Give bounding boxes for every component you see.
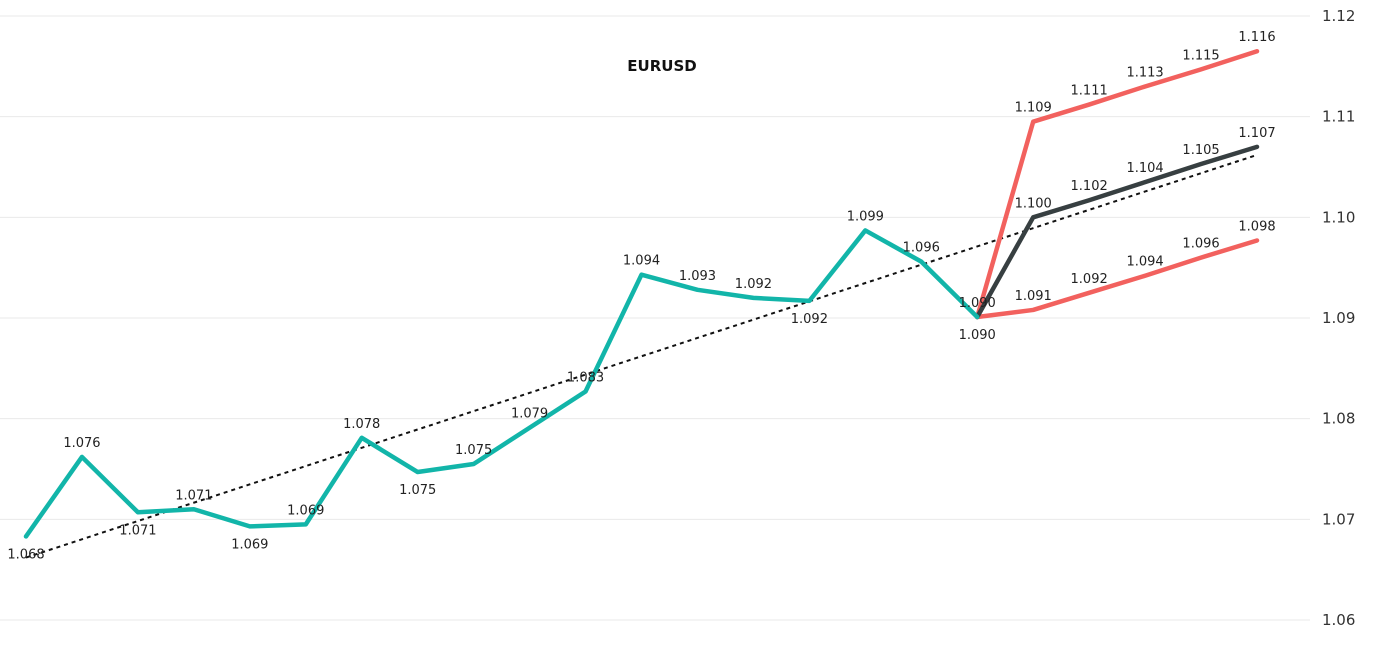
- data-label-actual: 1.079: [511, 407, 548, 422]
- data-label-forecast: 1.102: [1071, 179, 1108, 194]
- chart-title: EURUSD: [627, 57, 696, 75]
- data-label-actual: 1.099: [847, 209, 884, 224]
- data-label-lower: 1.094: [1126, 255, 1163, 270]
- data-label-upper: 1.109: [1015, 101, 1052, 116]
- y-tick-label: 1.11: [1322, 108, 1355, 126]
- data-label-actual: 1.090: [959, 328, 996, 343]
- data-label-actual: 1.069: [287, 503, 324, 518]
- data-label-forecast: 1.105: [1182, 143, 1219, 158]
- data-label-forecast: 1.107: [1238, 126, 1275, 141]
- data-label-actual: 1.092: [735, 277, 772, 292]
- y-axis-ticks: 1.06 1.07 1.08 1.09 1.10 1.11 1.12: [1322, 7, 1355, 629]
- data-label-actual: 1.069: [231, 537, 268, 552]
- series-lines: [23, 48, 1260, 539]
- data-label-actual: 1.078: [343, 417, 380, 432]
- y-tick-label: 1.06: [1322, 611, 1355, 629]
- data-label-forecast: 1.100: [1015, 196, 1052, 211]
- data-label-lower: 1.096: [1182, 237, 1219, 252]
- y-tick-label: 1.09: [1322, 309, 1355, 327]
- y-tick-label: 1.10: [1322, 208, 1355, 226]
- data-label-actual: 1.075: [399, 483, 436, 498]
- series-line-upper: [974, 48, 1260, 320]
- data-label-lower: 1.090: [959, 296, 996, 311]
- data-label-upper: 1.115: [1182, 48, 1219, 63]
- data-label-upper: 1.116: [1238, 30, 1275, 45]
- y-tick-label: 1.07: [1322, 510, 1355, 528]
- data-labels: 1.068 1.076 1.071 1.071 1.069 1.069 1.078 1.075…: [7, 30, 1275, 562]
- series-line-forecast: [974, 144, 1260, 320]
- data-label-lower: 1.092: [1071, 272, 1108, 287]
- series-line-lower: [974, 238, 1260, 320]
- data-label-actual: 1.076: [63, 436, 100, 451]
- data-label-upper: 1.113: [1126, 65, 1163, 80]
- data-label-lower: 1.098: [1238, 219, 1275, 234]
- series-line-actual: [23, 228, 980, 539]
- data-label-actual: 1.075: [455, 443, 492, 458]
- data-label-forecast: 1.104: [1126, 161, 1163, 176]
- data-label-actual: 1.083: [567, 370, 604, 385]
- y-tick-label: 1.08: [1322, 410, 1355, 428]
- data-label-actual: 1.096: [903, 241, 940, 256]
- data-label-upper: 1.111: [1071, 84, 1108, 99]
- data-label-lower: 1.091: [1015, 289, 1052, 304]
- data-label-actual: 1.068: [7, 547, 44, 562]
- data-label-actual: 1.093: [679, 269, 716, 284]
- data-label-actual: 1.071: [175, 488, 212, 503]
- data-label-actual: 1.071: [119, 523, 156, 538]
- y-tick-label: 1.12: [1322, 7, 1355, 25]
- gridlines: [0, 15, 1310, 621]
- data-label-actual: 1.094: [623, 254, 660, 269]
- data-label-actual: 1.092: [791, 312, 828, 327]
